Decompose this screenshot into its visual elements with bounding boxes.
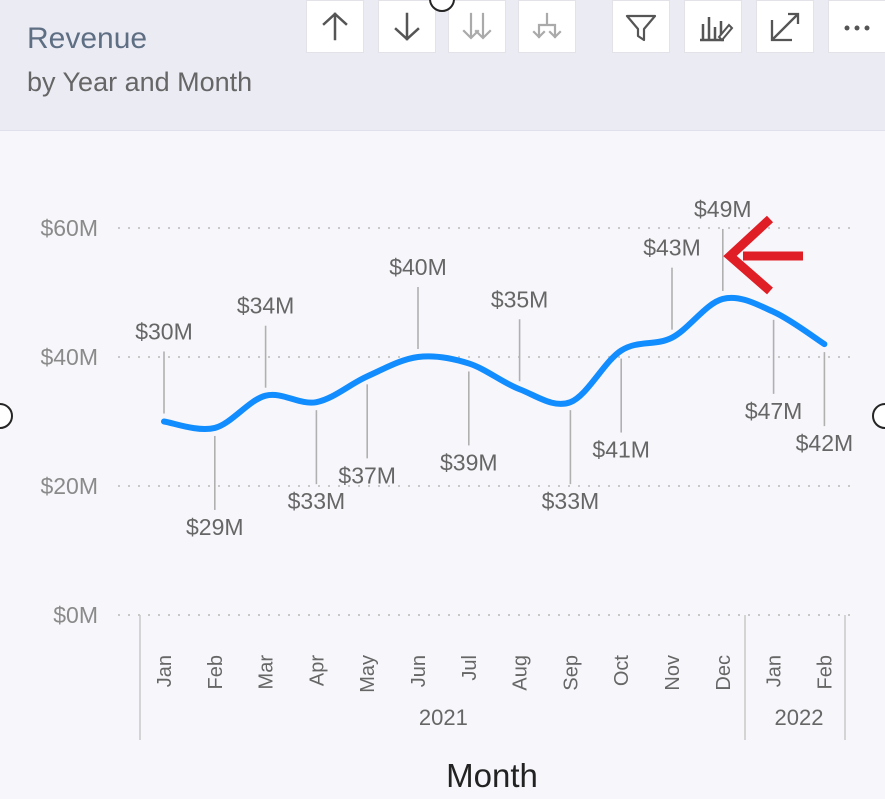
series-revenue <box>161 294 828 432</box>
filter-icon <box>620 6 662 48</box>
peak-annotation <box>723 215 803 295</box>
data-label: $33M <box>288 488 346 514</box>
data-label: $40M <box>389 254 447 280</box>
drill-up-button[interactable] <box>306 0 364 53</box>
next-level-icon <box>456 6 498 48</box>
focus-mode-button[interactable] <box>756 0 814 53</box>
data-labels: $30M$29M$34M$33M$37M$40M$39M$35M$33M$41M… <box>135 196 853 540</box>
data-label: $30M <box>135 319 193 345</box>
expand-hierarchy-button[interactable] <box>518 0 576 53</box>
x-axis: Jan Feb Mar Apr May Jun Jul Aug Sep Oct Nov Dec Jan F… <box>139 615 846 740</box>
data-label: $42M <box>796 430 854 456</box>
data-label: $39M <box>440 449 498 475</box>
x-tick-label: Jul <box>459 655 481 681</box>
x-axis-title: Month <box>446 757 538 794</box>
y-tick-label: $60M <box>40 215 98 241</box>
y-tick-label: $0M <box>53 602 98 628</box>
data-label: $34M <box>237 293 295 319</box>
data-label: $49M <box>694 196 752 222</box>
x-tick-label: Dec <box>713 655 735 691</box>
drill-up-icon <box>314 6 356 48</box>
drill-down-icon <box>386 6 428 48</box>
x-tick-label: Mar <box>256 655 278 690</box>
gridlines <box>118 227 850 616</box>
page-title: Revenue <box>27 22 148 55</box>
x-tick-label: Sep <box>560 655 582 691</box>
x-tick-label: Jun <box>408 655 430 687</box>
y-tick-label: $40M <box>40 344 98 370</box>
focus-mode-icon <box>764 6 806 48</box>
x-tick-label: Feb <box>814 655 836 689</box>
revenue-line[interactable] <box>161 294 828 432</box>
next-level-button[interactable] <box>448 0 506 53</box>
more-options-icon <box>836 6 878 48</box>
x-tick-label: Nov <box>662 655 684 691</box>
data-label: $33M <box>542 488 600 514</box>
more-options-button[interactable] <box>828 0 885 53</box>
data-label: $29M <box>186 514 244 540</box>
x-tick-label: Oct <box>611 655 633 687</box>
year-label: 2022 <box>775 705 824 730</box>
x-tick-label: May <box>357 655 379 693</box>
x-tick-label: Jan <box>154 655 176 687</box>
red-arrow-icon <box>723 215 803 295</box>
data-label: $47M <box>745 398 803 424</box>
y-tick-label: $20M <box>40 473 98 499</box>
chart-subtitle: by Year and Month <box>27 67 253 97</box>
filter-button[interactable] <box>612 0 670 53</box>
x-tick-label: Feb <box>205 655 227 689</box>
data-label: $35M <box>491 286 549 312</box>
y-axis: $60M $40M $20M $0M <box>40 215 98 628</box>
year-label: 2021 <box>419 705 468 730</box>
x-tick-label: Aug <box>510 655 532 691</box>
visual-edit-button[interactable] <box>684 0 742 53</box>
expand-hierarchy-icon <box>526 6 568 48</box>
x-tick-label: Apr <box>306 655 328 686</box>
data-label: $37M <box>338 462 396 488</box>
data-label: $43M <box>643 235 701 261</box>
drill-down-button[interactable] <box>378 0 436 53</box>
x-tick-label: Jan <box>764 655 786 687</box>
label-connectors <box>163 228 826 510</box>
visual-edit-icon <box>692 6 734 48</box>
data-label: $41M <box>592 437 650 463</box>
